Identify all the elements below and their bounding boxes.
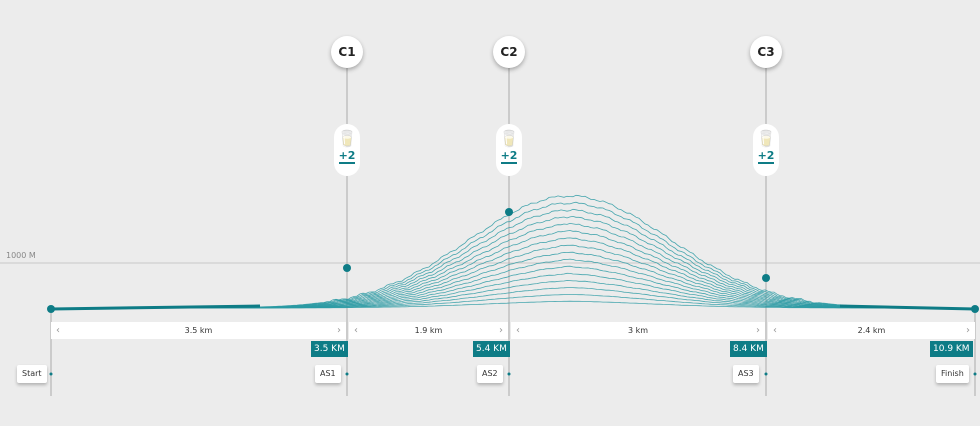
station-dot: [973, 372, 977, 376]
segment-3[interactable]: ‹ 3 km ›: [511, 322, 765, 339]
supply-c2[interactable]: 🥛 +2: [496, 124, 522, 176]
elevation-line: [51, 280, 975, 309]
chevron-right-icon: ›: [756, 325, 760, 336]
station-finish[interactable]: Finish: [936, 365, 969, 383]
segment-distance: 3.5 km: [184, 326, 213, 335]
elevation-line: [51, 194, 975, 309]
station-as1[interactable]: AS1: [315, 365, 341, 383]
segment-4[interactable]: ‹ 2.4 km ›: [768, 322, 975, 339]
elevation-dot: [762, 274, 770, 282]
glass-bottle-icon: 🥛: [756, 129, 776, 148]
elevation-label: 1000 M: [6, 251, 36, 260]
supply-count: +2: [338, 149, 356, 164]
km-marker-4: 10.9 KM: [930, 341, 973, 357]
station-dot: [49, 372, 53, 376]
km-marker-3: 8.4 KM: [730, 341, 767, 357]
segment-distance: 3 km: [627, 326, 649, 335]
elevation-base-line: [50, 304, 261, 311]
elevation-dot: [505, 208, 513, 216]
supply-count: +2: [757, 149, 775, 164]
chevron-left-icon: ‹: [56, 325, 60, 336]
elevation-line: [51, 244, 975, 309]
station-dot: [764, 372, 768, 376]
chevron-left-icon: ‹: [773, 325, 777, 336]
chevron-right-icon: ›: [498, 325, 503, 336]
supply-c3[interactable]: 🥛 +2: [753, 124, 779, 176]
chevron-left-icon: ‹: [354, 325, 358, 336]
station-as2[interactable]: AS2: [477, 365, 503, 383]
segment-1[interactable]: ‹ 3.5 km ›: [51, 322, 346, 339]
segment-distance: 2.4 km: [857, 326, 886, 335]
elevation-line: [51, 208, 975, 309]
checkpoint-c2[interactable]: C2: [493, 36, 525, 68]
segment-distance: 1.9 km: [414, 326, 443, 335]
checkpoint-c1[interactable]: C1: [331, 36, 363, 68]
checkpoint-c3[interactable]: C3: [750, 36, 782, 68]
km-marker-1: 3.5 KM: [311, 341, 348, 357]
station-start[interactable]: Start: [17, 365, 47, 383]
chevron-right-icon: ›: [336, 325, 341, 336]
station-as3[interactable]: AS3: [733, 365, 759, 383]
km-marker-2: 5.4 KM: [473, 341, 510, 357]
supply-c1[interactable]: 🥛 +2: [334, 124, 360, 176]
glass-bottle-icon: 🥛: [499, 129, 519, 148]
elevation-dot: [343, 264, 351, 272]
elevation-line: [51, 222, 975, 309]
elevation-line: [51, 251, 975, 309]
elevation-dot: [971, 305, 979, 313]
station-dot: [507, 372, 511, 376]
segment-2[interactable]: ‹ 1.9 km ›: [349, 322, 508, 339]
elevation-line: [51, 215, 975, 309]
glass-bottle-icon: 🥛: [337, 129, 357, 148]
elevation-dot: [47, 305, 55, 313]
supply-count: +2: [500, 149, 518, 164]
station-dot: [345, 372, 349, 376]
chevron-left-icon: ‹: [516, 325, 520, 336]
elevation-line: [51, 258, 975, 309]
chevron-right-icon: ›: [965, 325, 970, 336]
elevation-base-line: [839, 304, 976, 311]
